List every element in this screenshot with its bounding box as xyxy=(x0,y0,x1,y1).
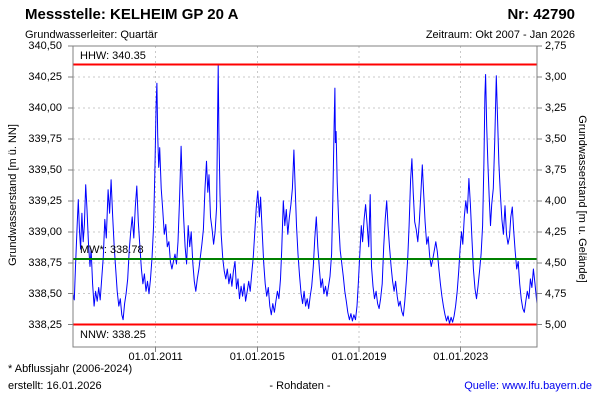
page-title: Messstelle: KELHEIM GP 20 A xyxy=(25,6,239,23)
y-axis-tick-label-right: 4,75 xyxy=(545,287,567,300)
groundwater-series-line xyxy=(73,64,537,324)
y-axis-tick-label-left: 339,50 xyxy=(28,163,62,176)
y-axis-tick-label-left: 338,50 xyxy=(28,287,62,300)
y-axis-tick-label-left: 340,00 xyxy=(28,101,62,114)
y-axis-tick-label-right: 4,00 xyxy=(545,194,567,207)
mw-line-label: MW*: 338.78 xyxy=(80,244,144,257)
nnw-line-label: NNW: 338.25 xyxy=(80,328,146,341)
source-link[interactable]: Quelle: www.lfu.bayern.de xyxy=(464,380,592,392)
created-date: erstellt: 16.01.2026 xyxy=(8,380,102,392)
period-label: Zeitraum: Okt 2007 - Jan 2026 xyxy=(425,29,575,41)
y-axis-tick-label-left: 340,50 xyxy=(28,40,62,52)
y-axis-tick-label-right: 4,50 xyxy=(545,256,567,269)
y-axis-tick-label-right: 3,75 xyxy=(545,163,567,176)
y-axis-tick-label-right: 4,25 xyxy=(545,225,567,238)
footnote-abflussjahr: * Abflussjahr (2006-2024) xyxy=(8,363,133,375)
y-axis-tick-label-left: 340,25 xyxy=(28,70,62,83)
station-number: Nr: 42790 xyxy=(507,6,575,23)
x-axis-tick-label: 01.01.2019 xyxy=(331,351,387,363)
y-axis-tick-label-right: 5,00 xyxy=(545,318,567,331)
y-axis-tick-label-left: 338,75 xyxy=(28,256,62,269)
aquifer-label: Grundwasserleiter: Quartär xyxy=(25,29,158,41)
y-axis-tick-label-right: 3,00 xyxy=(545,70,567,83)
y-axis-tick-label-left: 339,75 xyxy=(28,132,62,145)
y-axis-tick-label-right: 2,75 xyxy=(545,40,567,52)
data-type-label: - Rohdaten - xyxy=(269,380,331,392)
plot-frame xyxy=(72,45,538,348)
hhw-line-label: HHW: 340.35 xyxy=(80,49,146,62)
y-axis-tick-label-left: 338,25 xyxy=(28,318,62,331)
y-axis-tick-label-left: 339,00 xyxy=(28,225,62,238)
y-axis-label-right: Grundwasserstand [m u. Gelände] xyxy=(576,115,588,283)
y-axis-label-left: Grundwasserstand [m ü. NN] xyxy=(7,124,19,266)
x-axis-tick-label: 01.01.2015 xyxy=(229,351,285,363)
y-axis-tick-label-left: 339,25 xyxy=(28,194,62,207)
x-axis-tick-label: 01.01.2023 xyxy=(433,351,489,363)
x-axis-tick-label: 01.01.2011 xyxy=(128,351,183,363)
y-axis-tick-label-right: 3,50 xyxy=(545,132,567,145)
y-axis-tick-label-right: 3,25 xyxy=(545,101,567,114)
